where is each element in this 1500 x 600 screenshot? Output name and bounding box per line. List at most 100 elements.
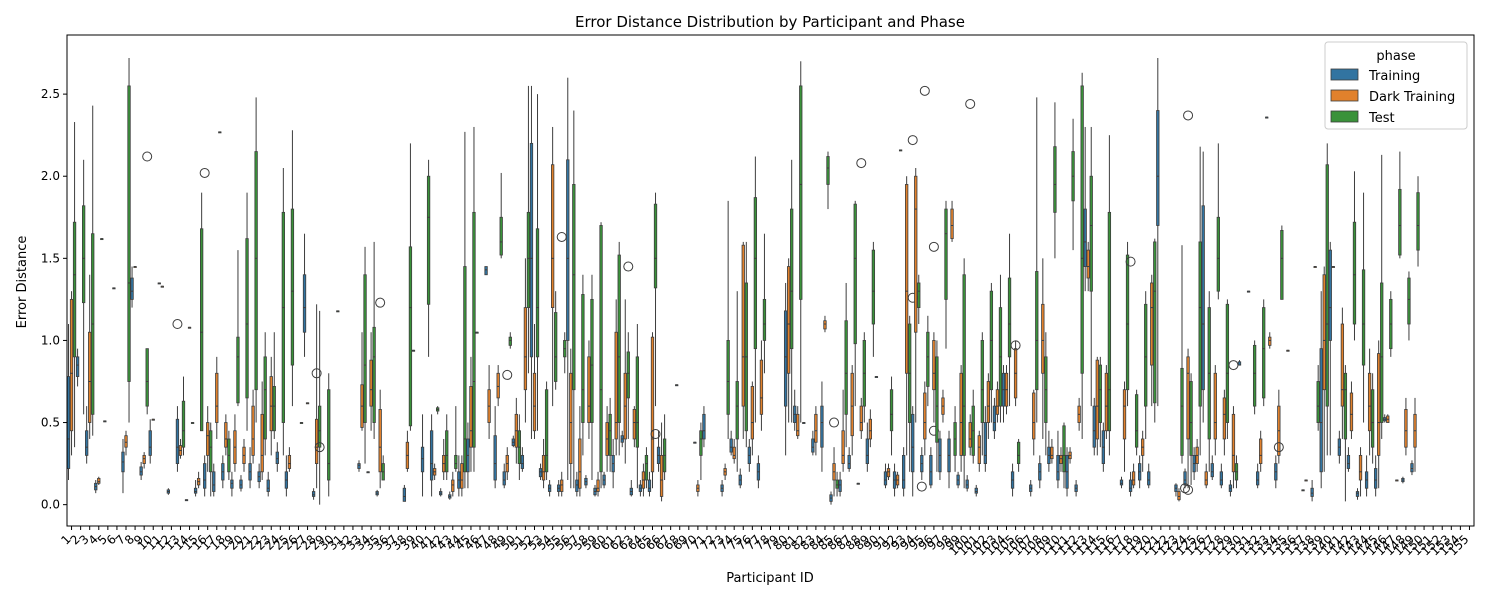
box-body	[1092, 405, 1096, 448]
box-outlier	[928, 241, 939, 252]
box-body	[950, 208, 954, 240]
box-body	[1346, 454, 1351, 469]
box-body	[175, 418, 180, 464]
box-98-dark-training	[950, 200, 954, 242]
box-body	[992, 405, 997, 432]
box-44-test	[463, 131, 467, 489]
legend-frame	[1324, 41, 1468, 130]
box-body	[287, 454, 292, 469]
box-body	[551, 164, 555, 308]
box-144-test	[1370, 373, 1375, 464]
box-body	[1080, 85, 1084, 374]
box-body	[88, 331, 92, 423]
box-109-dark-training	[1050, 438, 1054, 464]
box-body	[581, 294, 585, 423]
box-body	[251, 405, 255, 456]
box-body	[535, 228, 540, 358]
box-65-dark-training	[650, 332, 655, 489]
box-65-test	[650, 192, 661, 440]
box-117-dark-training	[1122, 381, 1127, 472]
box-body	[1349, 392, 1354, 432]
box-148-test	[1407, 271, 1411, 341]
box-7-test	[127, 57, 131, 423]
box-body	[263, 356, 267, 440]
box-body	[1183, 471, 1187, 486]
box-60-training	[602, 471, 606, 489]
box-99-training	[956, 471, 960, 489]
box-body	[853, 203, 857, 345]
box-body	[314, 418, 319, 464]
box-outlier	[856, 158, 867, 169]
box-body	[1056, 454, 1060, 481]
box-body	[212, 471, 216, 492]
box-143-dark-training	[1358, 447, 1363, 497]
y-tick-label: 0.0	[41, 498, 60, 512]
box-body	[254, 151, 258, 391]
box-51-training	[520, 447, 525, 472]
box-145-dark-training	[1377, 340, 1381, 489]
box-body	[750, 386, 754, 440]
box-body	[420, 446, 425, 473]
box-54-test	[554, 291, 558, 390]
legend-title: phase	[1376, 49, 1415, 64]
box-87-dark-training	[850, 365, 854, 456]
box-119-training	[1138, 455, 1142, 489]
box-59-training	[593, 484, 597, 497]
box-146-training	[1383, 414, 1387, 423]
box-15-training	[193, 480, 198, 497]
box-96-dark-training	[928, 241, 939, 436]
box-body	[566, 159, 570, 341]
box-97-training	[938, 430, 942, 481]
box-body	[127, 85, 131, 382]
box-body	[1380, 282, 1384, 423]
box-8-dark-training	[133, 266, 137, 268]
box-25-test	[290, 130, 295, 407]
box-body	[239, 479, 243, 489]
box-133-training	[1265, 116, 1269, 119]
box-111-training	[1065, 447, 1069, 497]
box-124-test	[1189, 373, 1193, 485]
box-16-test	[209, 422, 213, 497]
box-131-training	[1246, 290, 1251, 293]
box-44-dark-training	[460, 455, 464, 497]
box-35-training	[375, 489, 379, 497]
box-73-dark-training	[723, 463, 727, 481]
legend-label-training: Training	[1368, 69, 1420, 84]
box-outlier	[1010, 340, 1021, 351]
box-body	[796, 413, 800, 437]
box-59-test	[599, 222, 603, 489]
box-71-training	[702, 406, 706, 448]
box-body	[130, 277, 134, 300]
box-41-dark-training	[432, 463, 437, 481]
box-body	[302, 274, 307, 333]
box-59-dark-training	[596, 471, 600, 497]
box-body	[1252, 344, 1257, 407]
box-48-training	[493, 406, 497, 489]
box-body	[901, 454, 906, 489]
box-body	[1107, 211, 1112, 432]
box-20-test	[245, 192, 249, 431]
box-25-dark-training	[287, 447, 292, 472]
box-34-training	[366, 471, 370, 474]
box-54-dark-training	[551, 126, 555, 407]
box-body	[1213, 372, 1217, 440]
box-body	[363, 274, 367, 423]
box-15-dark-training	[196, 471, 201, 489]
box-42-training	[439, 488, 443, 497]
box-80-test	[790, 159, 794, 423]
box-body	[650, 336, 655, 473]
box-127-dark-training	[1213, 365, 1217, 456]
box-102-test	[989, 282, 994, 423]
box-115-dark-training	[1104, 365, 1109, 439]
box-43-training	[448, 491, 452, 500]
box-30-test	[336, 310, 340, 313]
box-22-training	[257, 463, 261, 489]
box-body	[1310, 487, 1314, 497]
box-19-dark-training	[233, 414, 237, 472]
box-85-dark-training	[829, 417, 840, 497]
box-74-test	[735, 291, 739, 472]
box-body	[835, 479, 839, 489]
box-110-dark-training	[1059, 447, 1063, 472]
box-110-test	[1062, 422, 1066, 489]
